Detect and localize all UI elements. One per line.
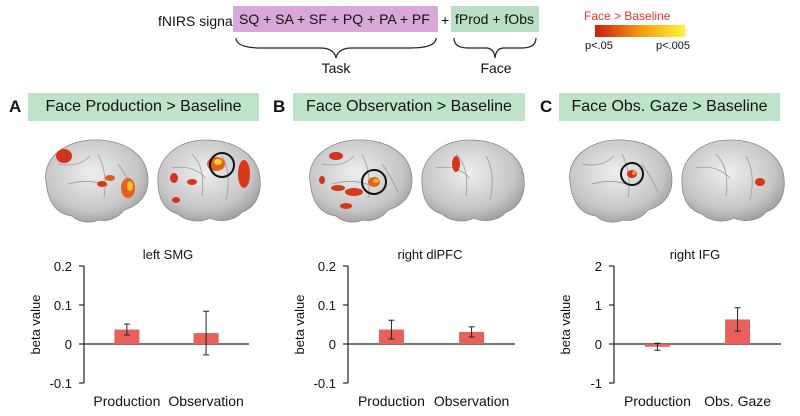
roi-circle: [209, 152, 235, 178]
activation-blob: [632, 171, 636, 175]
brain-a-left: [45, 139, 149, 223]
activation-blob: [452, 156, 460, 172]
activation-blob: [105, 175, 115, 181]
y-tick-label: 0: [329, 337, 336, 352]
bar: [114, 329, 140, 344]
y-tick-label: 0: [65, 337, 72, 352]
activation-blob: [319, 176, 325, 184]
y-axis-label: beta value: [292, 295, 307, 355]
task-label: Task: [321, 60, 351, 76]
y-tick-label: -0.1: [50, 376, 72, 391]
y-axis-label: beta value: [558, 295, 573, 355]
activation-blob: [331, 185, 345, 191]
chart-a-title: left SMG: [142, 247, 194, 262]
activation-blob: [214, 159, 222, 165]
activation-blob: [127, 181, 133, 191]
x-category-label: Observation: [434, 393, 509, 409]
y-tick-label: 0: [595, 337, 602, 352]
roi-circle: [620, 162, 644, 186]
activation-blob: [329, 152, 343, 160]
task-terms-box: SQ + SA + SF + PQ + PA + PF: [233, 6, 438, 32]
legend-low: p<.05: [585, 40, 613, 52]
x-category-label: Production: [358, 393, 425, 409]
x-category-label: Production: [624, 393, 691, 409]
bar: [459, 331, 485, 344]
activation-blob: [170, 173, 178, 183]
brain-c-right: [681, 139, 785, 222]
y-tick-label: 2: [595, 259, 602, 274]
y-tick-label: -1: [590, 376, 602, 391]
brain-a-right: [157, 139, 261, 222]
chart-b-title: right dlPFC: [397, 247, 463, 262]
chart-c: -1 0 1 2 beta value Production Obs. Gaze: [558, 259, 781, 409]
x-category-label: Observation: [168, 393, 243, 409]
equation-lhs: fNIRS signal ~: [158, 13, 248, 29]
equation-braces: [235, 37, 537, 59]
y-tick-label: 0.1: [318, 298, 336, 313]
brain-b-right: [421, 139, 525, 222]
face-terms-box: fProd + fObs: [451, 6, 539, 32]
chart-c-title: right IFG: [669, 247, 721, 262]
panel-a-header: Face Production > Baseline: [28, 93, 259, 121]
face-label: Face: [480, 60, 512, 76]
activation-blob: [187, 179, 197, 185]
chart-a: -0.1 0 0.1 0.2 beta value Production Observati…: [28, 259, 249, 409]
y-axis-label: beta value: [28, 295, 43, 355]
y-tick-label: 0.2: [54, 259, 72, 274]
activation-blob: [373, 179, 379, 183]
face-terms: fProd + fObs: [455, 11, 534, 27]
activation-blob: [172, 197, 180, 203]
panel-a-letter: A: [9, 97, 22, 116]
activation-blob: [238, 160, 250, 188]
equation-plus: +: [441, 12, 450, 28]
task-brace: [235, 37, 437, 59]
chart-b: -0.1 0 0.1 0.2 beta value Production Observati…: [292, 259, 515, 409]
x-category-label: Production: [93, 393, 160, 409]
panel-b-letter: B: [273, 97, 286, 116]
brain-b-left: [309, 139, 413, 223]
activation-blob: [345, 188, 363, 196]
x-category-label: Obs. Gaze: [704, 393, 771, 409]
brain-images: [45, 139, 785, 223]
y-tick-label: 1: [595, 298, 602, 313]
activation-blob: [340, 203, 352, 209]
panel-c-header: Face Obs. Gaze > Baseline: [559, 93, 780, 121]
legend-gradient: [595, 25, 685, 37]
legend-high: p<.005: [656, 40, 690, 52]
legend-colorbar: [595, 25, 685, 37]
y-tick-label: 0.1: [54, 298, 72, 313]
legend-title: Face > Baseline: [584, 9, 671, 23]
y-tick-label: 0.2: [318, 259, 336, 274]
roi-circle: [361, 169, 387, 195]
activation-blob: [755, 178, 765, 186]
y-tick-label: -0.1: [314, 376, 336, 391]
brain-c-left: [569, 139, 673, 223]
panel-c-letter: C: [540, 97, 553, 116]
panel-b-header: Face Observation > Baseline: [293, 93, 525, 121]
activation-blob: [97, 181, 107, 187]
activation-blob: [56, 149, 72, 163]
face-brace: [453, 37, 537, 59]
task-terms: SQ + SA + SF + PQ + PA + PF: [239, 11, 430, 27]
